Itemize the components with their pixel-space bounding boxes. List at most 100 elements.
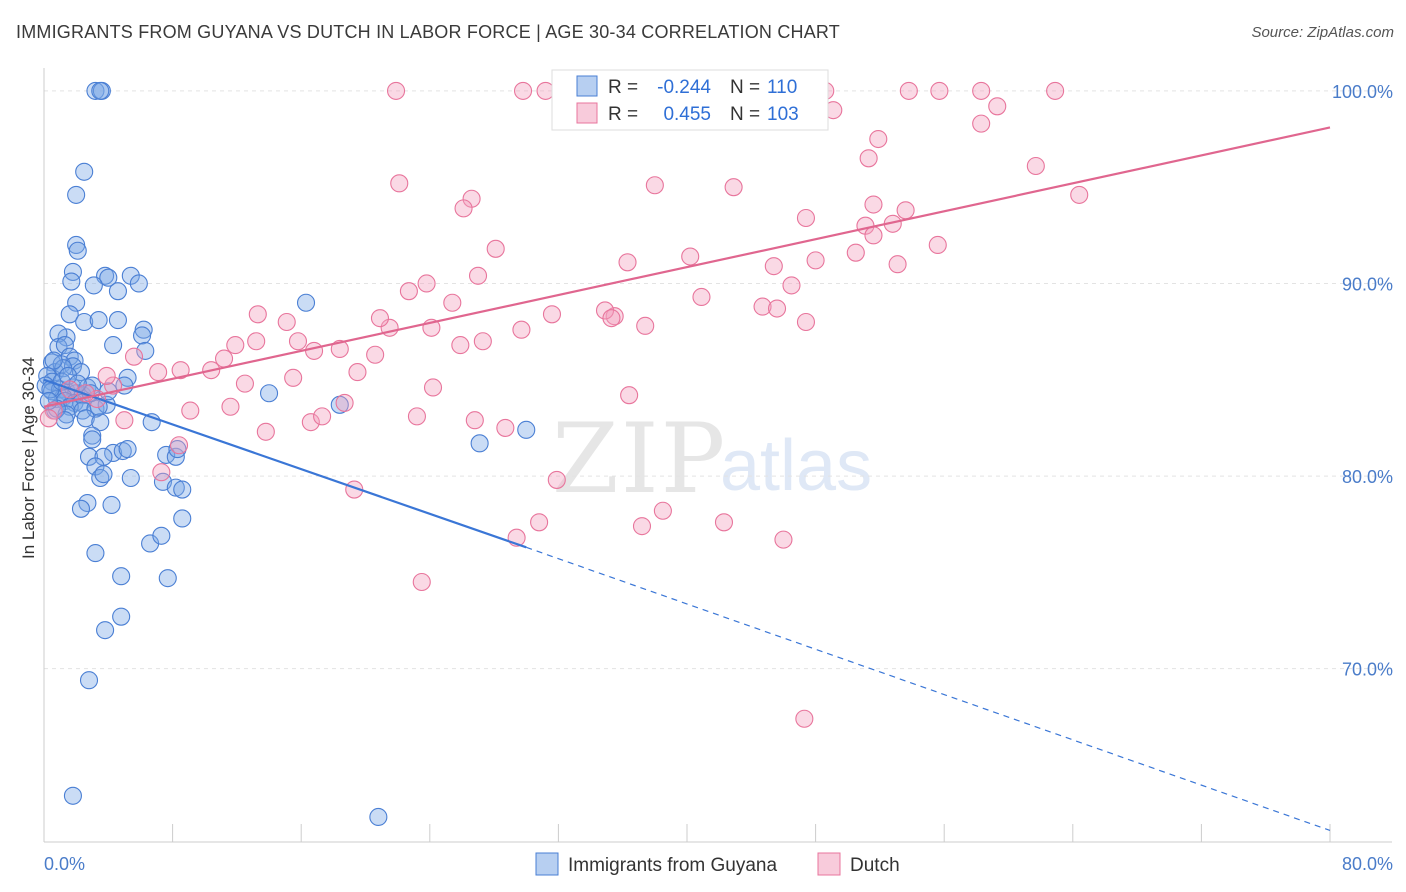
- guyana-point: [121, 468, 140, 488]
- dutch-point: [348, 363, 367, 382]
- guyana-point: [112, 567, 131, 586]
- dutch-point: [605, 307, 624, 326]
- dutch-point: [896, 201, 915, 220]
- dutch-point: [530, 513, 549, 532]
- dutch-point: [149, 363, 168, 382]
- dutch-point: [399, 282, 418, 301]
- dutch-point: [39, 409, 58, 428]
- bottom-legend-swatch: [817, 852, 841, 876]
- guyana-point: [129, 274, 148, 293]
- dutch-point: [169, 436, 189, 455]
- dutch-point: [1070, 185, 1089, 204]
- dutch-point: [645, 176, 664, 195]
- guyana-point: [259, 384, 279, 403]
- dutch-point: [256, 422, 275, 441]
- guyana-point: [67, 293, 86, 312]
- dutch-point: [864, 226, 883, 245]
- dutch-point: [681, 247, 700, 266]
- legend-n-value: 103: [767, 104, 799, 125]
- dutch-point: [653, 501, 672, 520]
- dutch-point: [930, 81, 949, 100]
- guyana-point: [79, 447, 99, 466]
- dutch-point: [330, 339, 349, 359]
- dutch-point: [899, 81, 918, 100]
- dutch-point: [473, 332, 492, 351]
- guyana-point: [104, 336, 123, 355]
- dutch-point: [335, 393, 354, 412]
- dutch-point: [386, 81, 406, 100]
- guyana-point: [60, 305, 79, 324]
- guyana-point: [152, 526, 171, 545]
- guyana-trend-line: [43, 378, 527, 549]
- dutch-point: [301, 413, 320, 432]
- dutch-point: [305, 341, 324, 360]
- chart-source: Source: ZipAtlas.com: [1251, 24, 1394, 41]
- guyana-point: [158, 569, 177, 588]
- dutch-point: [869, 129, 888, 149]
- dutch-point: [774, 530, 793, 549]
- guyana-point: [369, 807, 388, 827]
- guyana-point: [71, 499, 91, 518]
- guyana-point: [86, 81, 105, 100]
- guyana-point: [44, 351, 63, 370]
- guyana-point: [166, 478, 185, 497]
- dutch-point: [277, 312, 296, 332]
- dutch-point: [547, 470, 566, 489]
- bottom-legend-label: Dutch: [850, 855, 900, 876]
- points-layer: [36, 81, 1089, 827]
- dutch-point: [782, 276, 801, 295]
- dutch-point: [370, 309, 390, 328]
- dutch-point: [764, 257, 783, 276]
- dutch-point: [443, 293, 462, 312]
- dutch-point: [632, 517, 652, 536]
- dutch-point: [972, 114, 991, 133]
- dutch-point: [390, 174, 409, 193]
- trend-lines: [43, 126, 1331, 832]
- legend-n-label: N =: [730, 104, 760, 125]
- guyana-trend-extension: [526, 546, 1331, 832]
- dutch-point: [806, 251, 825, 270]
- dutch-point: [313, 407, 332, 426]
- guyana-point: [75, 312, 94, 332]
- dutch-point: [465, 411, 484, 430]
- dutch-point: [796, 208, 816, 228]
- dutch-point: [714, 513, 734, 532]
- guyana-point: [83, 426, 102, 445]
- dutch-point: [496, 418, 515, 437]
- dutch-point: [221, 397, 240, 416]
- guyana-point: [83, 430, 102, 449]
- bottom-legend-label: Immigrants from Guyana: [568, 855, 777, 876]
- dutch-point: [1046, 81, 1065, 100]
- dutch-point: [620, 386, 639, 405]
- dutch-point: [468, 266, 488, 285]
- dutch-point: [454, 199, 473, 218]
- guyana-point: [99, 268, 118, 287]
- legend-r-value: -0.244: [657, 77, 711, 98]
- guyana-point: [296, 293, 316, 312]
- guyana-point: [166, 447, 185, 466]
- legend-swatch: [576, 75, 598, 97]
- guyana-point: [91, 413, 110, 432]
- dutch-point: [859, 149, 878, 168]
- dutch-point: [512, 320, 531, 339]
- bottom-legend: Immigrants from Guyana Dutch: [535, 852, 900, 876]
- y-tick-label: 90.0%: [1342, 274, 1393, 294]
- dutch-point: [602, 309, 621, 328]
- dutch-point: [248, 305, 267, 324]
- guyana-point: [55, 336, 74, 355]
- x-tick-label: 80.0%: [1342, 854, 1393, 874]
- legend-r-label: R =: [608, 104, 638, 125]
- dutch-point: [542, 305, 562, 324]
- guyana-point: [517, 420, 536, 439]
- guyana-point: [96, 621, 115, 640]
- guyana-point: [133, 326, 152, 345]
- dutch-point: [417, 274, 436, 293]
- legend-n-label: N =: [730, 77, 760, 98]
- guyana-point: [136, 341, 155, 360]
- axes: [43, 68, 1392, 843]
- legend: R = -0.244 N = 110 R = 0.455 N = 103: [551, 69, 829, 131]
- guyana-point: [49, 324, 68, 343]
- dutch-point: [247, 332, 266, 351]
- dutch-point: [724, 178, 743, 197]
